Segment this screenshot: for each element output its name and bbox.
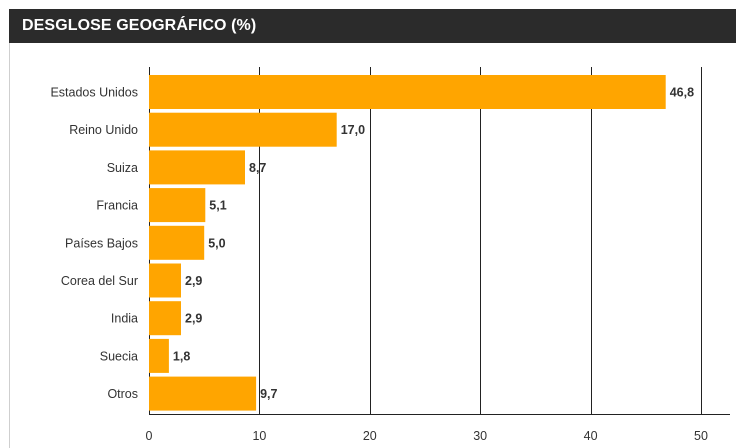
category-label-0: Estados Unidos — [50, 86, 138, 100]
x-tick-label-10: 10 — [252, 429, 266, 443]
category-label-8: Otros — [107, 387, 138, 401]
bar-6 — [149, 301, 181, 336]
value-label-6: 2,9 — [185, 312, 202, 326]
category-label-2: Suiza — [107, 161, 138, 175]
bar-5 — [149, 263, 181, 298]
category-label-3: Francia — [96, 199, 138, 213]
category-label-4: Países Bajos — [65, 236, 138, 250]
bar-3 — [149, 188, 206, 223]
chart-title-bar: DESGLOSE GEOGRÁFICO (%) — [9, 9, 736, 43]
category-label-7: Suecia — [100, 349, 138, 363]
value-label-4: 5,0 — [208, 236, 225, 250]
bar-2 — [149, 150, 245, 185]
x-tick-label-50: 50 — [694, 429, 708, 443]
category-label-6: India — [111, 312, 138, 326]
chart-title: DESGLOSE GEOGRÁFICO (%) — [22, 17, 257, 34]
bar-7 — [149, 338, 169, 373]
value-label-7: 1,8 — [173, 349, 190, 363]
left-border-line — [9, 43, 10, 448]
category-label-1: Reino Unido — [69, 123, 138, 137]
x-tick-label-40: 40 — [584, 429, 598, 443]
x-tick-label-30: 30 — [473, 429, 487, 443]
bar-8 — [149, 376, 257, 411]
value-label-8: 9,7 — [260, 387, 277, 401]
value-label-1: 17,0 — [341, 123, 365, 137]
x-tick-label-20: 20 — [363, 429, 377, 443]
category-label-5: Corea del Sur — [61, 274, 138, 288]
x-tick-label-0: 0 — [146, 429, 153, 443]
value-label-0: 46,8 — [670, 86, 694, 100]
bar-1 — [149, 112, 337, 147]
bar-4 — [149, 225, 205, 260]
value-label-5: 2,9 — [185, 274, 202, 288]
value-label-2: 8,7 — [249, 161, 266, 175]
bar-0 — [149, 75, 666, 109]
value-label-3: 5,1 — [209, 199, 226, 213]
